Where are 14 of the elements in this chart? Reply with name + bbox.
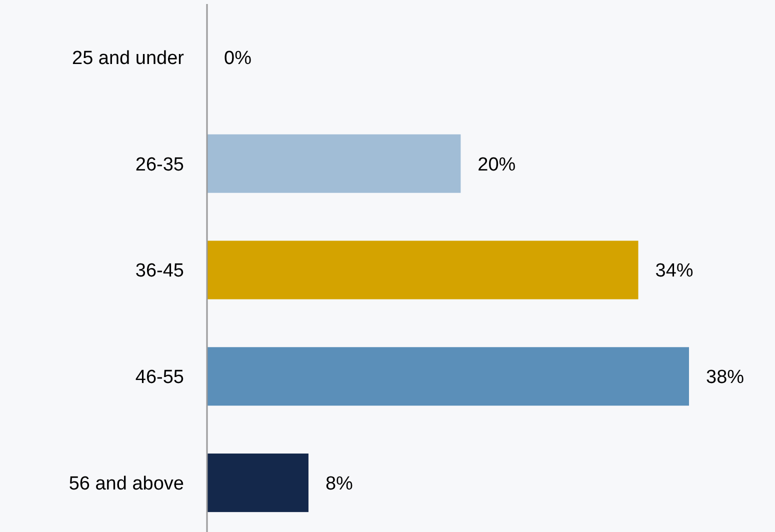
data-label: 38% xyxy=(706,367,744,388)
bar xyxy=(207,134,461,193)
y-tick-label: 46-55 xyxy=(135,367,184,388)
data-label: 8% xyxy=(325,473,354,494)
data-label: 34% xyxy=(655,260,694,282)
y-tick-label: 26-35 xyxy=(135,154,184,176)
data-label: 20% xyxy=(478,154,516,176)
data-label: 0% xyxy=(224,48,252,69)
y-tick-label: 56 and above xyxy=(68,473,184,494)
y-tick-label: 25 and under xyxy=(72,48,185,69)
y-tick-label: 36-45 xyxy=(135,260,184,282)
bar xyxy=(207,454,308,512)
bar xyxy=(207,347,689,406)
bar xyxy=(207,240,638,300)
